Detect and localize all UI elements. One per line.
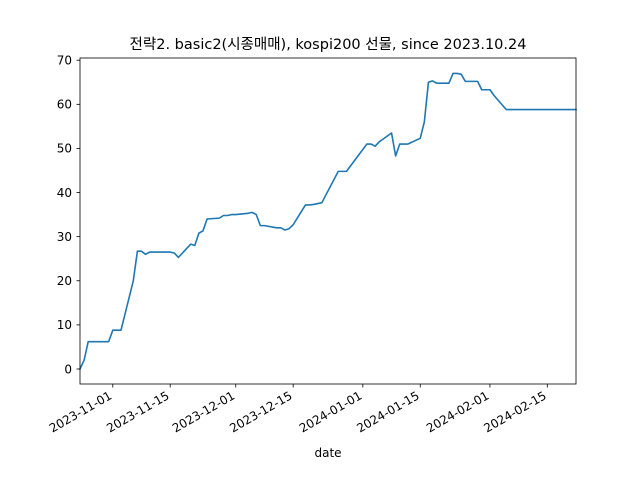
y-tick-label: 40 <box>57 186 72 200</box>
y-tick-label: 0 <box>64 362 72 376</box>
plot-area <box>78 57 577 385</box>
x-tick-label: 2023-12-01 <box>170 388 237 435</box>
y-tick-label: 20 <box>57 274 72 288</box>
y-tick-label: 60 <box>57 98 72 112</box>
y-tick-label: 50 <box>57 142 72 156</box>
plot-frame <box>79 57 577 385</box>
y-tick-label: 30 <box>57 230 72 244</box>
y-tick-label: 10 <box>57 318 72 332</box>
x-tick-label: 2023-11-01 <box>47 388 114 435</box>
series-line <box>78 72 577 371</box>
x-tick-label: 2023-11-15 <box>104 388 171 435</box>
y-axis: 0 10 20 30 40 50 60 70 <box>57 54 80 376</box>
x-axis-label: date <box>314 446 341 460</box>
y-tick-label: 70 <box>57 54 72 68</box>
chart-title: 전략2. basic2(시종매매), kospi200 선물, since 20… <box>130 36 527 53</box>
x-tick-label: 2024-02-01 <box>424 388 491 435</box>
x-tick-label: 2024-02-15 <box>481 388 548 435</box>
x-tick-label: 2023-12-15 <box>227 388 294 435</box>
x-tick-label: 2024-01-01 <box>297 388 364 435</box>
x-tick-label: 2024-01-15 <box>354 388 421 435</box>
x-axis: 2023-11-012023-11-152023-12-012023-12-15… <box>47 384 549 435</box>
